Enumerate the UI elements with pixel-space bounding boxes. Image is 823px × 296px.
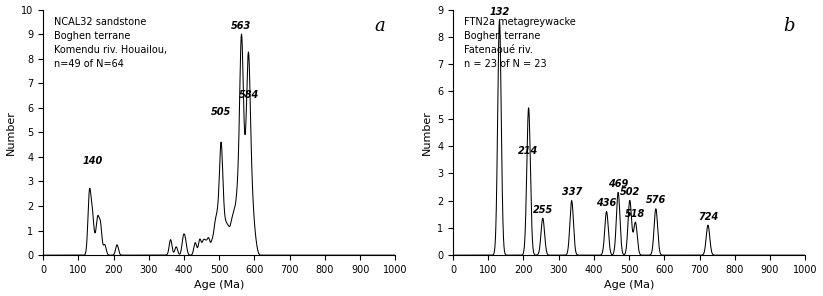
Y-axis label: Number: Number xyxy=(421,110,431,155)
Text: b: b xyxy=(783,17,795,35)
Text: 255: 255 xyxy=(532,205,553,215)
Text: a: a xyxy=(374,17,384,35)
Text: FTN2a metagreywacke
Boghen terrane
Fatenaoué riv.
n = 23 of N = 23: FTN2a metagreywacke Boghen terrane Faten… xyxy=(463,17,575,69)
Text: NCAL32 sandstone
Boghen terrane
Komendu riv. Houailou,
n=49 of N=64: NCAL32 sandstone Boghen terrane Komendu … xyxy=(53,17,167,69)
Y-axis label: Number: Number xyxy=(6,110,16,155)
Text: 505: 505 xyxy=(211,107,231,117)
Text: 214: 214 xyxy=(518,147,538,156)
Text: 576: 576 xyxy=(646,195,666,205)
Text: 337: 337 xyxy=(561,187,582,197)
Text: 436: 436 xyxy=(597,198,616,208)
Text: 502: 502 xyxy=(620,187,640,197)
Text: 518: 518 xyxy=(625,209,645,219)
Text: 469: 469 xyxy=(608,179,628,189)
Text: 563: 563 xyxy=(231,21,252,31)
X-axis label: Age (Ma): Age (Ma) xyxy=(604,280,654,290)
Text: 724: 724 xyxy=(698,212,718,222)
Text: 132: 132 xyxy=(490,7,509,17)
Text: 584: 584 xyxy=(239,90,259,100)
X-axis label: Age (Ma): Age (Ma) xyxy=(194,280,244,290)
Text: 140: 140 xyxy=(82,156,103,166)
